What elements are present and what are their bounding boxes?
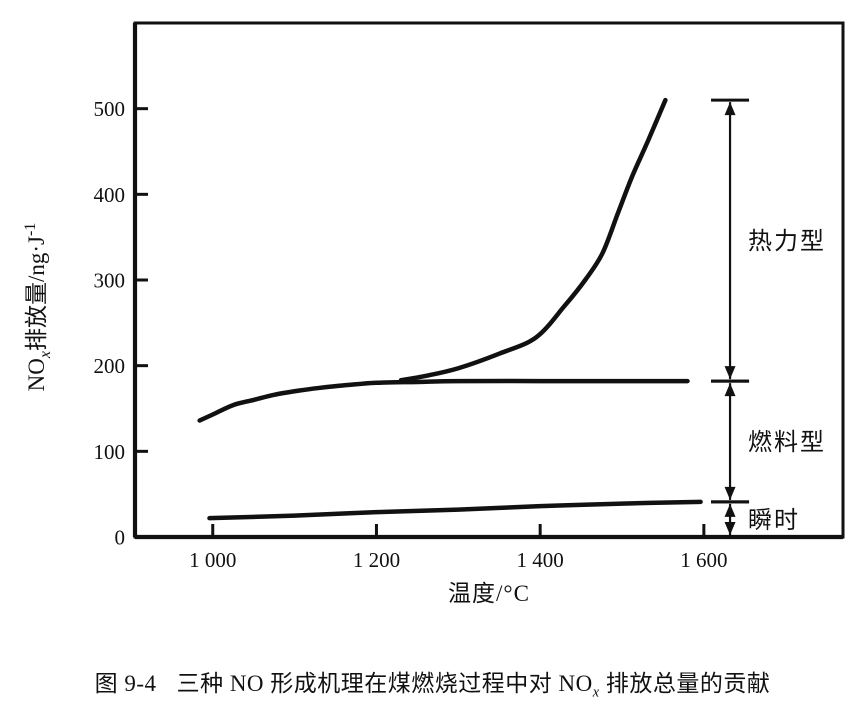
- figure-caption: 图 9-4 三种 NO 形成机理在煤燃烧过程中对 NOx 排放总量的贡献: [0, 664, 865, 702]
- annotation-label: 瞬时: [748, 507, 800, 534]
- arrowhead-icon: [724, 503, 736, 517]
- annotation-label: 热力型: [748, 228, 826, 255]
- caption-text: 三种 NO 形成机理在煤燃烧过程中对 NOx 排放总量的贡献: [176, 671, 771, 701]
- annotation-label: 燃料型: [748, 429, 826, 456]
- x-tick-label: 1 200: [353, 548, 400, 572]
- series-thermal-curve: [398, 97, 668, 383]
- caption-sub-x: x: [592, 684, 600, 701]
- nox-temperature-chart: NOx排放量/ng·J-1 温度/°C 0 100 200 300 400 500 1 00…: [22, 21, 845, 606]
- arrowhead-icon: [724, 366, 736, 380]
- y-tick-label: 300: [94, 269, 126, 293]
- y-axis-title: NOx排放量/ng·J-1: [22, 223, 54, 392]
- y-tick-label: 200: [94, 354, 126, 378]
- arrowhead-icon: [724, 522, 736, 535]
- x-axis-title: 温度/°C: [448, 581, 530, 606]
- y-tick-label: 100: [94, 440, 126, 464]
- plot-area: 0 100 200 300 400 500 1 000 1 200 1 400 1 600 热力型燃…: [94, 21, 845, 572]
- arrowhead-icon: [724, 486, 736, 500]
- y-tick-label: 400: [94, 183, 126, 207]
- y-tick-label: 500: [94, 97, 126, 121]
- x-tick-label: 1 400: [517, 548, 564, 572]
- y-tick-label: 0: [115, 526, 126, 550]
- caption-text-before: 三种 NO 形成机理在煤燃烧过程中对 NO: [176, 671, 593, 696]
- arrowhead-icon: [724, 383, 736, 397]
- series-prompt-curve: [207, 499, 703, 521]
- arrowhead-icon: [724, 102, 736, 116]
- caption-number: 图 9-4: [94, 671, 157, 696]
- x-tick-label: 1 000: [189, 548, 236, 572]
- x-tick-label: 1 600: [680, 548, 727, 572]
- caption-text-after: 排放总量的贡献: [599, 671, 771, 696]
- series-fuel-curve: [197, 378, 690, 423]
